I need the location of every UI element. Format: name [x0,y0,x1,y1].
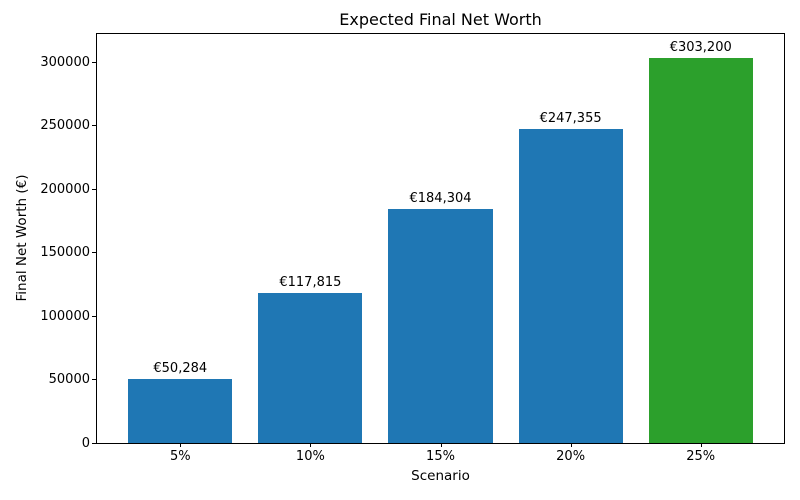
x-axis-label: Scenario [411,468,470,484]
x-tick-mark [310,443,312,447]
plot-area: €50,284 €117,815 €184,304 €247,355 €303,200 [96,33,785,444]
bar-25% [648,57,753,443]
chart-title: Expected Final Net Worth [339,10,542,29]
x-tick-label: 20% [556,449,586,464]
y-tick-mark [92,379,96,381]
y-tick-mark [92,315,96,317]
bar-value-label: €117,815 [279,275,342,291]
x-tick-mark [180,443,182,447]
x-tick-label: 10% [295,449,325,464]
y-tick-mark [92,443,96,444]
bar-5% [128,379,233,443]
bars-layer: €50,284 €117,815 €184,304 €247,355 €303,200 [97,34,784,443]
x-tick-mark [700,443,702,447]
bar-value-label: €303,200 [669,39,732,55]
x-tick-mark [570,443,572,447]
y-tick-mark [92,252,96,254]
y-tick-mark [92,125,96,127]
bar-value-label: €247,355 [539,110,602,126]
y-tick-label: 150000 [40,245,90,261]
bar-15% [388,208,493,443]
x-tick-label: 25% [686,449,716,464]
y-tick-mark [92,188,96,190]
bar-20% [518,128,623,443]
x-tick-mark [440,443,442,447]
bar-value-label: €184,304 [409,190,472,206]
y-tick-label: 250000 [40,118,90,134]
y-tick-label: 300000 [40,54,90,70]
y-tick-label: 200000 [40,181,90,197]
y-tick-label: 50000 [48,372,90,388]
x-tick-label: 5% [169,449,191,464]
y-tick-label: 0 [81,436,90,451]
bar-value-label: €50,284 [153,361,208,377]
y-tick-label: 100000 [40,308,90,324]
x-tick-label: 15% [426,449,455,464]
y-tick-mark [92,61,96,63]
bar-10% [258,293,363,443]
